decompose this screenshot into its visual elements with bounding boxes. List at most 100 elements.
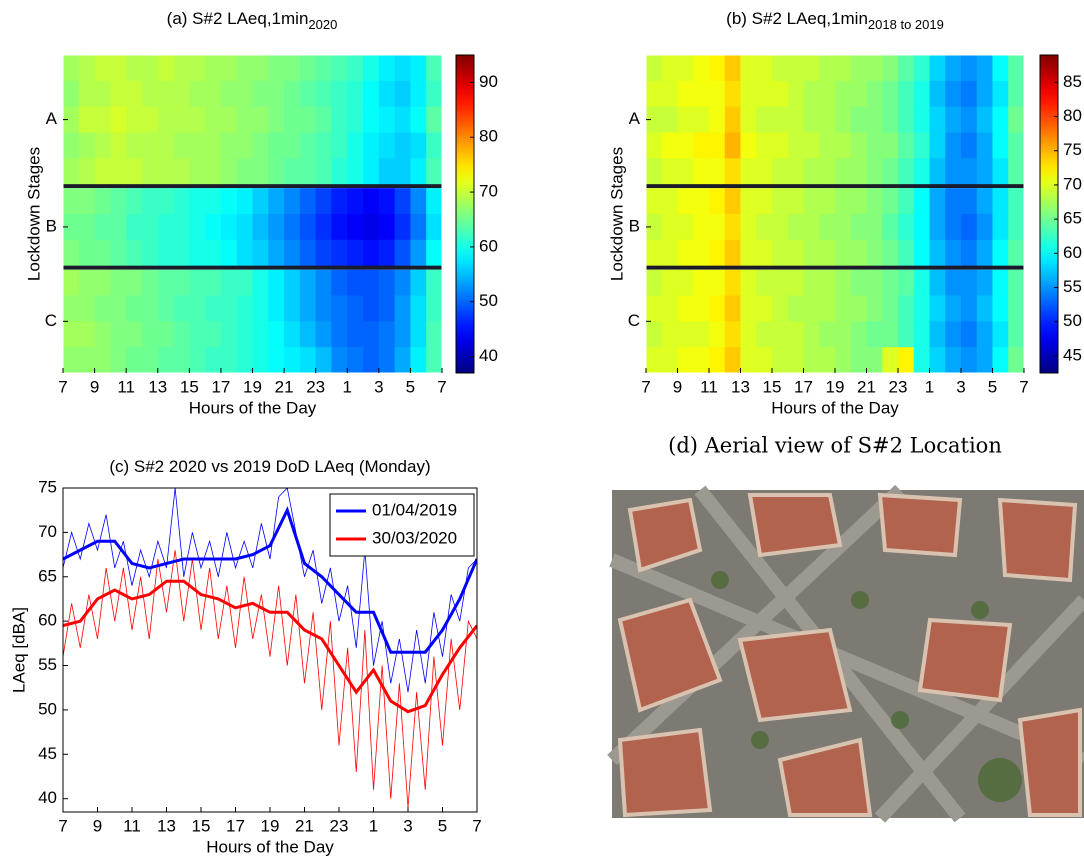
heatmap-cell	[378, 106, 396, 133]
heatmap-cell	[787, 106, 804, 133]
heatmap-cell	[693, 295, 710, 322]
x-tick-label: 7	[472, 816, 481, 835]
heatmap-cell	[976, 269, 993, 296]
x-tick-label: 7	[1019, 377, 1028, 396]
heatmap-cell	[677, 188, 694, 215]
x-tick-label: 15	[763, 377, 782, 396]
heatmap-cell	[945, 295, 962, 322]
heatmap-cell	[220, 239, 238, 267]
title-text: (b) S#2 LAeq,1min	[726, 9, 868, 28]
heatmap-cell	[63, 214, 80, 241]
heatmap-cell	[929, 269, 946, 296]
heatmap-cell	[756, 295, 773, 322]
heatmap-cell	[189, 132, 206, 159]
heatmap-cell	[63, 80, 80, 108]
x-tick-label: 21	[857, 377, 876, 396]
panel-title: (d) Aerial view of S#2 Location	[668, 434, 1002, 458]
heatmap-cell	[299, 214, 317, 241]
heatmap-cell	[929, 347, 946, 374]
heatmap-cell	[961, 80, 978, 108]
heatmap-cell	[157, 347, 174, 374]
heatmap-cell	[315, 321, 332, 348]
heatmap-cell	[740, 55, 757, 82]
heatmap-cell	[992, 347, 1009, 374]
heatmap-cell	[394, 347, 411, 374]
heatmap-cell	[756, 188, 773, 215]
heatmap-cell	[268, 214, 285, 241]
heatmap-cell	[961, 269, 978, 296]
heatmap-cell	[141, 55, 159, 82]
colorbar-tick-label: 90	[479, 72, 498, 91]
heatmap-cell	[173, 321, 190, 348]
heatmap-cell	[803, 269, 820, 296]
heatmap-cell	[1008, 321, 1025, 348]
heatmap-cell	[1008, 347, 1025, 374]
heatmap-cell	[173, 239, 190, 267]
heatmap-cell	[347, 295, 364, 322]
heatmap-cell	[252, 295, 269, 322]
heatmap-cell	[205, 55, 222, 82]
heatmap-cell	[787, 214, 804, 241]
heatmap-cell	[268, 132, 285, 159]
heatmap-cell	[661, 321, 678, 348]
heatmap-cell	[410, 295, 427, 322]
heatmap-cell	[426, 80, 443, 108]
heatmap-cell	[426, 269, 443, 296]
heatmap-cell	[850, 132, 867, 159]
heatmap-cell	[866, 55, 883, 82]
x-tick-label: 13	[148, 377, 167, 396]
heatmap-cell	[756, 80, 773, 108]
x-tick-label: 9	[90, 377, 99, 396]
heatmap-cell	[378, 347, 396, 374]
heatmap-cell	[410, 106, 427, 133]
heatmap-cell	[363, 347, 380, 374]
heatmap-cell	[756, 239, 773, 267]
heatmap-cell	[157, 55, 174, 82]
x-axis-label: Hours of the Day	[189, 398, 317, 417]
heatmap-cell	[378, 158, 396, 185]
heatmap-cell	[94, 321, 111, 348]
heatmap-cell	[173, 214, 190, 241]
heatmap-cell	[661, 132, 678, 159]
heatmap-cell	[94, 188, 111, 215]
heatmap-cell	[756, 106, 773, 133]
heatmap-cell	[299, 321, 317, 348]
heatmap-cell	[78, 269, 95, 296]
colorbar-tick-label: 70	[1063, 174, 1082, 193]
heatmap-cell	[63, 188, 80, 215]
heatmap-cell	[866, 269, 883, 296]
heatmap-cell	[929, 55, 946, 82]
heatmap-cell	[394, 158, 411, 185]
heatmap-cell	[661, 269, 678, 296]
heatmap-cell	[141, 321, 159, 348]
heatmap-cell	[426, 106, 443, 133]
heatmap-cell	[173, 269, 190, 296]
heatmap-cell	[661, 80, 678, 108]
heatmap-cell	[284, 269, 301, 296]
colorbar-tick-label: 70	[479, 182, 498, 201]
title-subscript: 2020	[308, 17, 337, 32]
heatmap-cell	[284, 321, 301, 348]
heatmap-cell	[882, 214, 899, 241]
heatmap-cell	[945, 239, 962, 267]
heatmap-cell	[347, 132, 364, 159]
heatmap-cell	[220, 106, 238, 133]
heatmap-cell	[94, 269, 111, 296]
heatmap-cell	[110, 269, 127, 296]
x-tick-label: 19	[261, 816, 280, 835]
heatmap-cell	[378, 295, 396, 322]
heatmap-cell	[410, 188, 427, 215]
heatmap-cell	[315, 295, 332, 322]
heatmap-cell	[252, 55, 269, 82]
heatmap-cell	[835, 269, 852, 296]
y-tick-label: 60	[38, 611, 57, 630]
heatmap-cell	[646, 239, 663, 267]
heatmap-cell	[756, 269, 773, 296]
heatmap-cell	[709, 80, 726, 108]
heatmap-cell	[268, 158, 285, 185]
heatmap-cell	[961, 321, 978, 348]
heatmap-cell	[126, 188, 143, 215]
heatmap-cell	[772, 214, 789, 241]
heatmap-cell	[268, 55, 285, 82]
heatmap-cell	[1008, 80, 1025, 108]
